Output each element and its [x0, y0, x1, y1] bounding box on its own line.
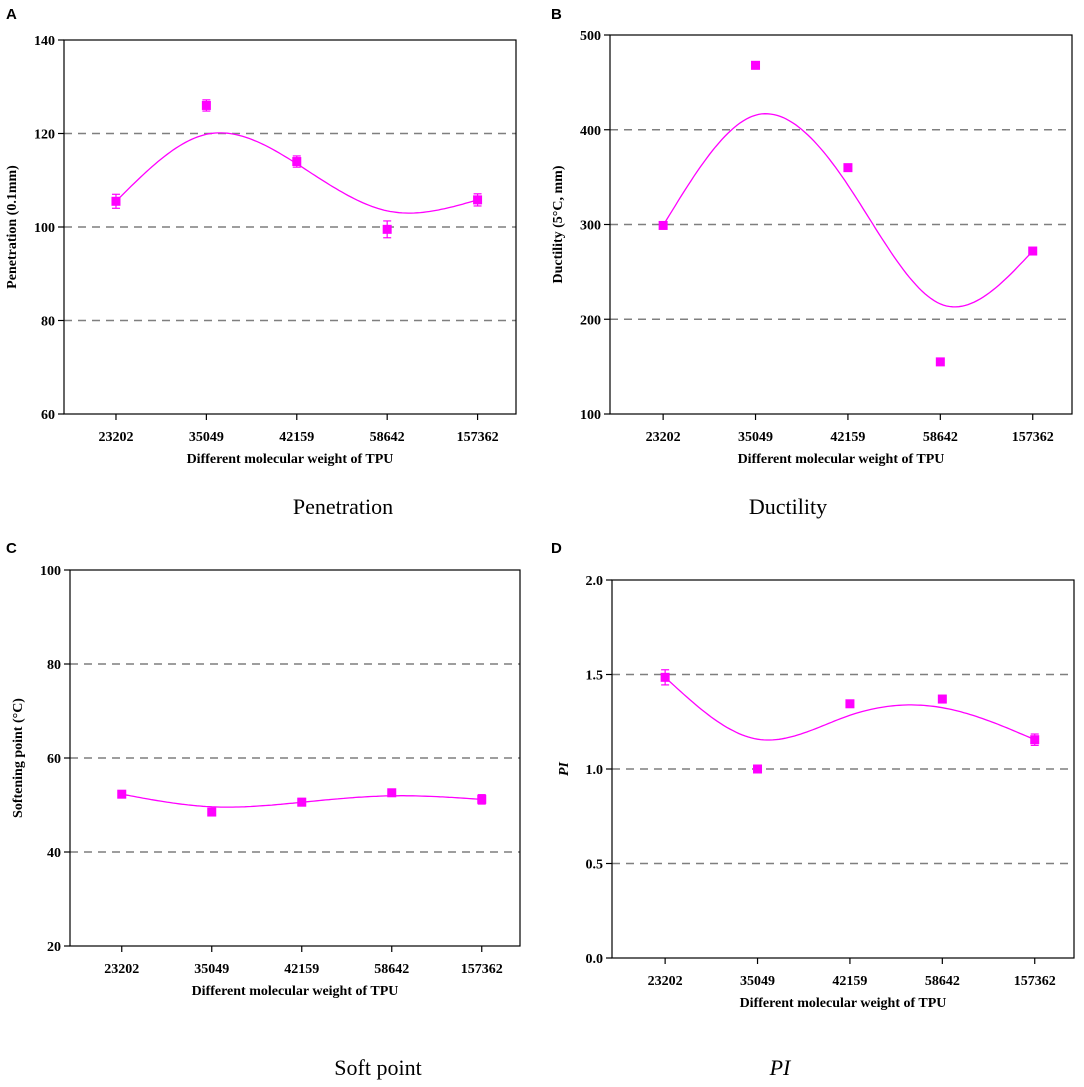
fit-curve	[664, 676, 1035, 741]
y-tick-label: 200	[580, 313, 601, 328]
y-tick-label: 40	[47, 846, 61, 861]
x-tick-label: 42159	[832, 974, 867, 989]
x-tick-label: 42159	[284, 962, 319, 977]
x-tick-label: 35049	[194, 962, 229, 977]
x-tick-label: 157362	[457, 430, 499, 445]
x-axis-label: Different molecular weight of TPU	[192, 984, 399, 999]
fit-curve	[662, 113, 1034, 308]
x-tick-label: 23202	[646, 430, 681, 445]
panel-letter: C	[6, 540, 17, 557]
y-tick-label: 60	[47, 752, 61, 767]
x-tick-label: 35049	[189, 430, 224, 445]
y-tick-label: 400	[580, 124, 601, 139]
data-point	[845, 699, 855, 709]
y-tick-label: 140	[34, 34, 55, 49]
panel-caption: Soft point	[334, 1055, 421, 1080]
data-point	[387, 788, 397, 798]
x-tick-label: 35049	[738, 430, 773, 445]
chart-panel-d: D 0.0 0.5 1.0 1.5 2.0 23202 35049 42159 58642 1573…	[551, 540, 1075, 1080]
data-point	[111, 196, 121, 206]
y-tick-label: 0.5	[586, 858, 604, 873]
x-tick-label: 157362	[1014, 974, 1056, 989]
x-axis-label: Different molecular weight of TPU	[187, 452, 394, 467]
panel-letter: D	[551, 540, 562, 557]
x-tick-label: 58642	[923, 430, 958, 445]
y-axis-label: Softening point (°C)	[11, 698, 26, 818]
x-tick-label: 58642	[370, 430, 405, 445]
panel-caption: PI	[769, 1055, 792, 1080]
y-tick-label: 100	[40, 564, 61, 579]
data-point	[201, 100, 211, 110]
chart-panel-c: C 20 40 60 80 100 23202 35049 42159 58642 157362 Di…	[6, 540, 521, 1080]
x-tick-label: 157362	[461, 962, 503, 977]
y-axis-label: PI	[557, 761, 572, 776]
data-point	[660, 672, 670, 682]
data-point	[477, 794, 487, 804]
data-point	[297, 797, 307, 807]
data-point	[382, 224, 392, 234]
x-tick-label: 23202	[648, 974, 683, 989]
data-point	[207, 807, 217, 817]
data-point	[1030, 735, 1040, 745]
data-point	[292, 157, 302, 167]
y-tick-label: 1.5	[586, 669, 604, 684]
x-tick-label: 58642	[374, 962, 409, 977]
data-point	[843, 163, 853, 173]
y-tick-label: 120	[34, 128, 55, 143]
fit-curve	[115, 132, 478, 214]
data-point	[117, 789, 127, 799]
x-tick-label: 157362	[1012, 430, 1054, 445]
x-tick-label: 42159	[279, 430, 314, 445]
y-axis-label: Ductility (5°C, mm)	[551, 165, 566, 283]
y-tick-label: 500	[580, 29, 601, 44]
y-axis-label: Penetration (0.1mm)	[5, 165, 20, 289]
x-axis-label: Different molecular weight of TPU	[738, 452, 945, 467]
data-point	[753, 764, 763, 774]
x-tick-label: 42159	[830, 430, 865, 445]
x-tick-label: 35049	[740, 974, 775, 989]
x-tick-label: 58642	[925, 974, 960, 989]
panel-caption: Penetration	[293, 494, 393, 519]
data-point	[935, 357, 945, 367]
chart-panel-b: B 100 200 300 400 500 23202 35049 42159 58642 1573…	[551, 6, 1073, 519]
data-point	[751, 60, 761, 70]
data-point	[1028, 246, 1038, 256]
y-tick-label: 100	[580, 408, 601, 423]
y-tick-label: 2.0	[586, 574, 604, 589]
y-tick-label: 80	[47, 658, 61, 673]
y-tick-label: 1.0	[586, 763, 604, 778]
x-axis-label: Different molecular weight of TPU	[740, 996, 947, 1011]
chart-panel-a: A 60 80 100 120 140 23202 35049 42159 58642 157362…	[5, 6, 517, 519]
y-tick-label: 20	[47, 940, 61, 955]
panel-letter: B	[551, 6, 562, 23]
y-tick-label: 100	[34, 221, 55, 236]
y-tick-label: 0.0	[586, 952, 604, 967]
x-tick-label: 23202	[98, 430, 133, 445]
data-point	[473, 195, 483, 205]
panel-letter: A	[6, 6, 17, 23]
y-tick-label: 60	[41, 408, 55, 423]
data-point	[937, 694, 947, 704]
panel-caption: Ductility	[749, 494, 827, 519]
y-tick-label: 80	[41, 315, 55, 330]
data-point	[658, 220, 668, 230]
y-tick-label: 300	[580, 219, 601, 234]
x-tick-label: 23202	[104, 962, 139, 977]
